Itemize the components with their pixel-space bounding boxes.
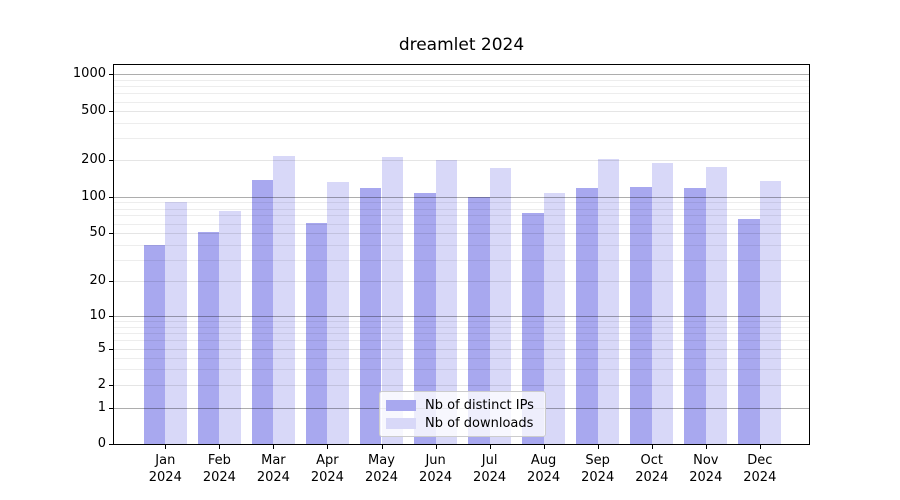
legend-item-nb-of-distinct-ips: Nb of distinct IPs — [386, 396, 539, 414]
gridline-900 — [114, 79, 809, 81]
bar-nb-of-downloads-jul-2024 — [489, 168, 512, 444]
x-tick-mark-sep-2024 — [597, 445, 599, 449]
gridline-700 — [114, 93, 809, 95]
gridline-200 — [114, 159, 809, 161]
x-tick-mark-apr-2024 — [327, 445, 329, 449]
bar-nb-of-distinct-ips-mar-2024 — [251, 180, 274, 444]
y-tick-mark-50 — [109, 233, 113, 234]
bar-nb-of-distinct-ips-feb-2024 — [197, 232, 220, 444]
bar-nb-of-distinct-ips-apr-2024 — [305, 222, 328, 444]
bar-nb-of-downloads-nov-2024 — [705, 166, 728, 444]
y-tick-label-500: 500 — [81, 103, 106, 119]
bar-nb-of-downloads-feb-2024 — [219, 211, 241, 444]
bar-nb-of-distinct-ips-aug-2024 — [521, 212, 544, 444]
x-tick-label-mar-2024: Mar 2024 — [256, 453, 290, 485]
x-tick-mark-jan-2024 — [165, 445, 167, 449]
bar-nb-of-distinct-ips-oct-2024 — [630, 187, 652, 444]
y-tick-label-200: 200 — [81, 151, 106, 167]
y-tick-mark-20 — [109, 281, 113, 283]
legend-label-nb-of-distinct-ips: Nb of distinct IPs — [425, 397, 534, 413]
bar-nb-of-downloads-sep-2024 — [597, 159, 620, 444]
y-tick-mark-1 — [109, 407, 113, 409]
x-tick-label-jul-2024: Jul 2024 — [473, 453, 507, 485]
bar-nb-of-downloads-oct-2024 — [651, 163, 674, 444]
x-tick-mark-dec-2024 — [759, 445, 761, 449]
x-tick-label-may-2024: May 2024 — [364, 453, 399, 485]
x-tick-mark-may-2024 — [381, 445, 383, 449]
bar-nb-of-downloads-mar-2024 — [273, 155, 296, 444]
bar-nb-of-downloads-aug-2024 — [543, 192, 566, 444]
bar-nb-of-downloads-jun-2024 — [435, 159, 458, 444]
x-tick-mark-aug-2024 — [543, 445, 545, 449]
y-tick-label-1: 1 — [97, 399, 106, 415]
y-tick-label-10: 10 — [89, 308, 106, 323]
bar-nb-of-distinct-ips-jun-2024 — [413, 192, 436, 444]
y-tick-label-20: 20 — [89, 273, 106, 289]
bar-nb-of-distinct-ips-dec-2024 — [738, 218, 760, 444]
legend-swatch-nb-of-downloads — [386, 417, 416, 429]
x-tick-label-apr-2024: Apr 2024 — [310, 453, 344, 485]
x-tick-label-sep-2024: Sep 2024 — [581, 453, 615, 485]
gridline-500 — [114, 111, 809, 113]
gridline-600 — [114, 101, 809, 103]
y-tick-label-100: 100 — [81, 188, 106, 204]
y-tick-mark-1000 — [109, 74, 113, 76]
y-tick-mark-5 — [109, 348, 113, 350]
bar-nb-of-distinct-ips-jul-2024 — [467, 196, 490, 444]
y-tick-label-0: 0 — [97, 436, 106, 451]
bar-nb-of-downloads-may-2024 — [381, 157, 404, 444]
bar-nb-of-downloads-dec-2024 — [759, 181, 782, 444]
y-tick-mark-10 — [109, 316, 113, 317]
y-tick-mark-0 — [109, 444, 113, 445]
y-tick-mark-200 — [109, 159, 113, 161]
y-tick-mark-2 — [109, 385, 113, 387]
bar-nb-of-distinct-ips-sep-2024 — [576, 187, 598, 444]
bar-nb-of-downloads-jan-2024 — [165, 202, 187, 444]
y-tick-label-1000: 1000 — [72, 66, 106, 82]
y-tick-mark-500 — [109, 111, 113, 113]
gridline-800 — [114, 86, 809, 88]
plot-area — [113, 64, 810, 445]
x-tick-label-oct-2024: Oct 2024 — [635, 453, 669, 485]
bar-nb-of-distinct-ips-nov-2024 — [684, 188, 706, 444]
x-tick-mark-feb-2024 — [219, 445, 221, 449]
x-tick-label-dec-2024: Dec 2024 — [743, 453, 777, 485]
x-tick-mark-nov-2024 — [705, 445, 707, 449]
x-tick-mark-jul-2024 — [489, 445, 491, 449]
legend: Nb of distinct IPs Nb of downloads — [379, 391, 546, 437]
bar-nb-of-distinct-ips-may-2024 — [359, 187, 382, 444]
x-tick-label-nov-2024: Nov 2024 — [689, 453, 723, 485]
bar-nb-of-downloads-apr-2024 — [327, 181, 350, 444]
y-tick-mark-100 — [109, 196, 113, 198]
x-tick-mark-oct-2024 — [651, 445, 653, 449]
x-tick-label-feb-2024: Feb 2024 — [202, 453, 236, 485]
y-tick-label-2: 2 — [97, 377, 106, 393]
gridline-300 — [114, 138, 809, 140]
legend-item-nb-of-downloads: Nb of downloads — [386, 414, 539, 432]
gridline-1000 — [114, 74, 809, 76]
bar-nb-of-distinct-ips-jan-2024 — [143, 244, 166, 444]
legend-swatch-nb-of-distinct-ips — [386, 399, 416, 411]
legend-label-nb-of-downloads: Nb of downloads — [425, 415, 534, 431]
x-tick-mark-mar-2024 — [273, 445, 275, 449]
chart-title: dreamlet 2024 — [398, 35, 525, 55]
x-tick-mark-jun-2024 — [435, 445, 437, 449]
y-tick-label-50: 50 — [89, 225, 106, 240]
y-tick-label-5: 5 — [97, 340, 106, 356]
x-tick-label-jun-2024: Jun 2024 — [419, 453, 453, 485]
x-tick-label-jan-2024: Jan 2024 — [148, 453, 182, 485]
gridline-400 — [114, 123, 809, 125]
x-tick-label-aug-2024: Aug 2024 — [527, 453, 561, 485]
